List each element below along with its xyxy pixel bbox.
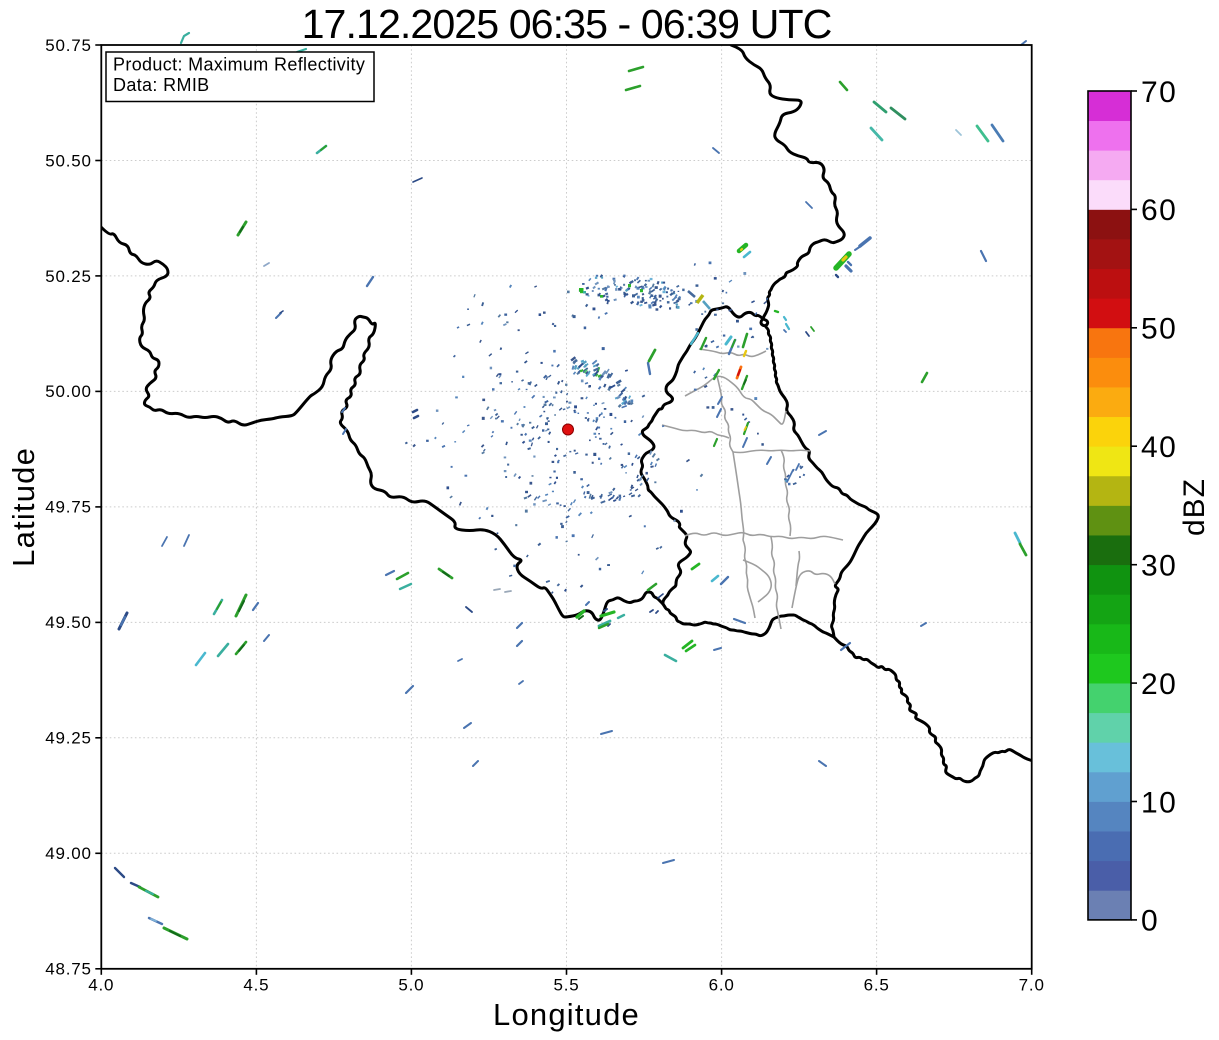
svg-text:Longitude: Longitude (493, 997, 640, 1032)
svg-text:Product: Maximum Reflectivity: Product: Maximum Reflectivity (113, 55, 365, 75)
svg-text:70: 70 (1141, 76, 1177, 109)
svg-text:6.5: 6.5 (864, 975, 890, 994)
svg-text:4.0: 4.0 (88, 975, 114, 994)
svg-text:17.12.2025 06:35 - 06:39 UTC: 17.12.2025 06:35 - 06:39 UTC (302, 1, 832, 47)
svg-text:5.5: 5.5 (553, 975, 579, 994)
svg-text:60: 60 (1141, 194, 1177, 227)
svg-text:50.25: 50.25 (45, 267, 92, 286)
svg-text:7.0: 7.0 (1019, 975, 1045, 994)
svg-text:6.0: 6.0 (709, 975, 735, 994)
svg-text:10: 10 (1141, 786, 1177, 819)
svg-text:50.00: 50.00 (45, 382, 92, 401)
svg-text:Latitude: Latitude (6, 447, 41, 567)
svg-text:20: 20 (1141, 668, 1177, 701)
svg-text:4.5: 4.5 (243, 975, 269, 994)
svg-text:49.50: 49.50 (45, 613, 92, 632)
svg-text:0: 0 (1141, 905, 1159, 938)
svg-text:49.00: 49.00 (45, 844, 92, 863)
svg-text:30: 30 (1141, 550, 1177, 583)
svg-text:dBZ: dBZ (1178, 478, 1211, 536)
svg-text:50.50: 50.50 (45, 151, 92, 170)
svg-text:Data: RMIB: Data: RMIB (113, 75, 210, 95)
svg-text:50.75: 50.75 (45, 36, 92, 55)
svg-text:48.75: 48.75 (45, 960, 92, 979)
svg-text:5.0: 5.0 (398, 975, 424, 994)
svg-text:50: 50 (1141, 313, 1177, 346)
svg-text:49.75: 49.75 (45, 498, 92, 517)
svg-text:49.25: 49.25 (45, 729, 92, 748)
svg-text:40: 40 (1141, 431, 1177, 464)
